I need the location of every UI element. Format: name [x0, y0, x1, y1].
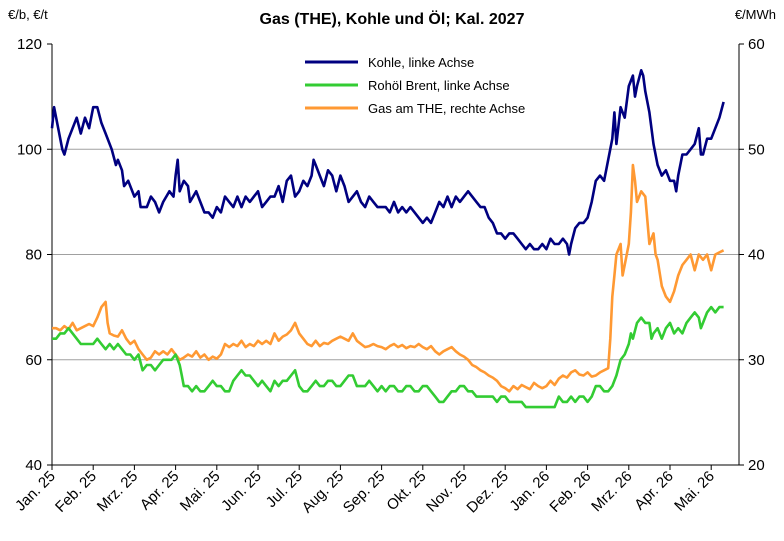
legend-label-brent: Rohöl Brent, linke Achse	[368, 78, 510, 93]
right-y-tick-label: 20	[748, 457, 765, 474]
left-y-tick-label: 40	[25, 457, 42, 474]
left-y-tick-label: 100	[17, 141, 42, 158]
chart-title: Gas (THE), Kohle und Öl; Kal. 2027	[260, 9, 525, 28]
left-y-axis-ticks: 40 60 80 100 120	[17, 36, 52, 474]
left-y-tick-label: 120	[17, 36, 42, 53]
gas-line	[52, 163, 725, 393]
kohle-line	[50, 69, 725, 256]
left-y-tick-label: 80	[25, 247, 42, 264]
legend-label-kohle: Kohle, linke Achse	[368, 55, 474, 70]
right-y-tick-label: 30	[748, 352, 765, 369]
left-y-tick-label: 60	[25, 352, 42, 369]
right-y-axis-ticks: 20 30 40 50 60	[739, 36, 765, 474]
right-y-tick-label: 40	[748, 247, 765, 264]
left-axis-unit: €/b, €/t	[8, 7, 48, 22]
series-lines	[50, 69, 725, 409]
right-axis-unit: €/MWh	[735, 7, 776, 22]
legend-label-gas: Gas am THE, rechte Achse	[368, 101, 525, 116]
brent-line	[52, 305, 724, 409]
right-y-tick-label: 50	[748, 141, 765, 158]
right-y-tick-label: 60	[748, 36, 765, 53]
legend: Kohle, linke Achse Rohöl Brent, linke Ac…	[305, 55, 525, 116]
